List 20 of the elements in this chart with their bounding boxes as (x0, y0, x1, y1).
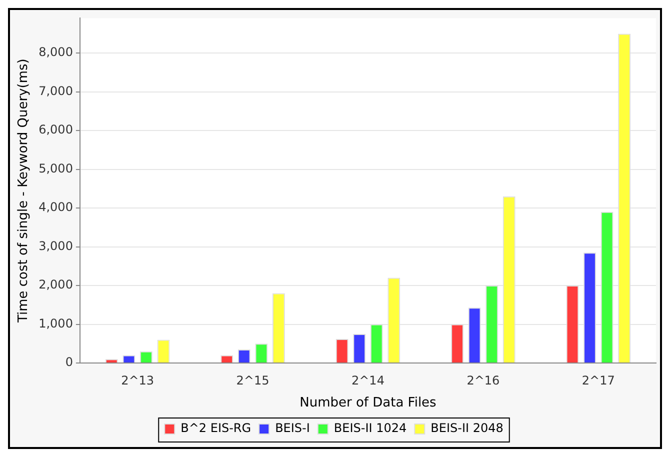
y-tick-label: 7,000 (38, 84, 73, 98)
legend-label: B^2 EIS-RG (180, 421, 252, 436)
x-tick-label: 2^14 (351, 373, 384, 388)
y-tick-label: 1,000 (38, 316, 73, 330)
legend-label: BEIS-II 1024 (334, 421, 407, 436)
y-tick-label: 2,000 (38, 278, 73, 292)
x-tick-label: 2^13 (121, 373, 154, 388)
x-tick-label: 2^17 (582, 373, 615, 388)
x-axis-title: Number of Data Files (300, 396, 437, 411)
y-axis-title: Time cost of single - Keyword Query(ms) (16, 58, 32, 324)
y-tick-label: 8,000 (38, 45, 73, 60)
x-tick-label: 2^16 (466, 373, 500, 388)
y-tick-label: 6,000 (38, 122, 73, 137)
legend-label: BEIS-II 2048 (430, 421, 504, 436)
y-tick-label: 3,000 (38, 238, 73, 253)
x-tick-label: 2^15 (236, 373, 270, 388)
y-tick-label: 5,000 (38, 161, 73, 176)
y-tick-label: 4,000 (38, 200, 73, 214)
y-tick-label: 0 (65, 355, 73, 370)
legend-label: BEIS-I (275, 421, 310, 436)
